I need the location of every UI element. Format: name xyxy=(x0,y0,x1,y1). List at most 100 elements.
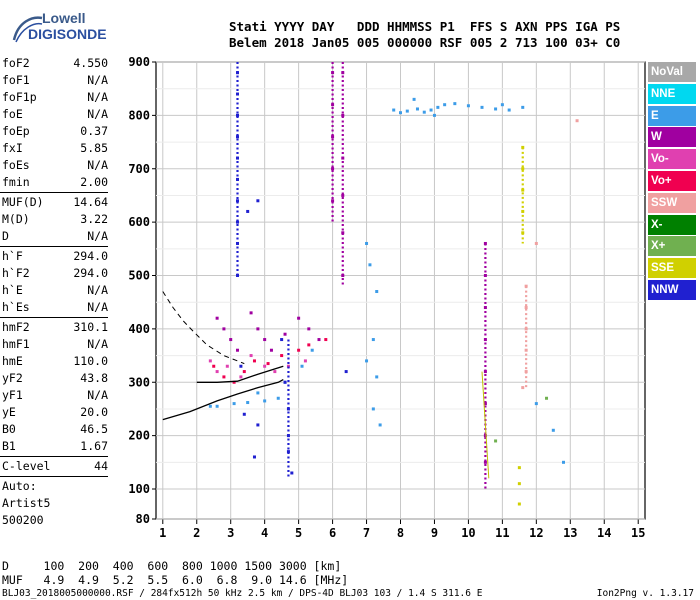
data-point-e xyxy=(500,103,504,107)
param-row: h`Es N/A xyxy=(0,299,112,316)
data-point-nnw xyxy=(256,423,260,427)
data-point-nnw xyxy=(236,113,239,117)
param-label: h`F xyxy=(2,249,23,263)
legend: NoVal NNE E W Vo- Vo+ SSW X- X+ SSE NNW xyxy=(648,62,696,302)
data-point-nnw xyxy=(280,338,284,342)
data-point-w xyxy=(483,370,487,374)
header-values: Belem 2018 Jan05 005 000000 RSF 005 2 71… xyxy=(229,35,621,50)
data-point-ssw xyxy=(524,370,528,374)
data-point-nnw xyxy=(236,135,239,139)
param-label: D xyxy=(2,229,9,243)
data-point-sse xyxy=(521,167,525,171)
param-label: hmE xyxy=(2,354,23,368)
param-value: 2.00 xyxy=(80,175,108,189)
x-tick-label: 11 xyxy=(495,526,509,540)
data-point-vo- xyxy=(307,343,311,347)
param-value: 14.64 xyxy=(73,195,108,209)
param-label: foF1 xyxy=(2,73,30,87)
param-label: h`E xyxy=(2,283,23,297)
y-tick-label: 600 xyxy=(128,215,150,229)
y-tick-label: 900 xyxy=(128,55,150,69)
ionogram-plot: 1 2 3 4 5 6 7 8 9 10 11 12 13 14 158010020030040050060… xyxy=(128,55,646,540)
data-point-vo- xyxy=(252,359,256,363)
legend-item-nne: NNE xyxy=(648,83,696,104)
data-point-e xyxy=(208,404,212,408)
data-point-e xyxy=(399,111,402,115)
auto-scaling-line1: Auto: xyxy=(2,479,37,493)
data-point-ssw xyxy=(524,327,528,331)
y-tick-label: 80 xyxy=(136,512,150,526)
param-value: 4.550 xyxy=(73,56,108,70)
x-tick-label: 7 xyxy=(363,526,370,540)
param-value: 43.8 xyxy=(80,371,108,385)
data-point-w xyxy=(269,348,273,352)
param-row: foE N/A xyxy=(0,106,112,123)
auto-scaling-line2: Artist5 xyxy=(2,496,51,510)
param-row: foEs N/A xyxy=(0,157,112,174)
legend-item-w: W xyxy=(648,127,696,148)
data-point-e xyxy=(371,338,375,342)
param-separator xyxy=(0,192,108,193)
data-point-e xyxy=(507,108,511,112)
data-point-w xyxy=(297,316,301,320)
param-row: foEp 0.37 xyxy=(0,123,112,140)
param-row: B0 46.5 xyxy=(0,421,112,438)
digisonde-logo: Lowell DIGISONDE xyxy=(6,6,156,46)
param-label: MUF(D) xyxy=(2,195,44,209)
data-point-nnw xyxy=(239,364,243,368)
param-label: M(D) xyxy=(2,212,30,226)
x-tick-label: 1 xyxy=(159,526,166,540)
param-value: 46.5 xyxy=(80,422,108,436)
data-point-ssw xyxy=(524,306,528,310)
data-point-e xyxy=(412,97,416,101)
data-point-nnw xyxy=(242,412,246,416)
param-row: hmF2 310.1 xyxy=(0,319,112,336)
data-point-e xyxy=(453,102,457,106)
data-point-e xyxy=(436,105,440,109)
param-value: 110.0 xyxy=(73,354,108,368)
data-point-e xyxy=(310,348,314,352)
y-tick-label: 400 xyxy=(128,322,150,336)
data-point-nnw xyxy=(286,450,290,454)
data-point-sse xyxy=(521,188,525,192)
virtual-height-trace xyxy=(162,379,284,421)
x-tick-label: 13 xyxy=(563,526,577,540)
data-point-vo- xyxy=(263,364,267,368)
data-point-ssw xyxy=(575,119,579,123)
data-point-vo- xyxy=(242,370,246,374)
param-value: 5.85 xyxy=(80,141,108,155)
data-point-vo- xyxy=(273,370,277,374)
data-point-nnw xyxy=(252,455,256,459)
spike-trace xyxy=(481,371,490,479)
param-value: N/A xyxy=(87,283,108,297)
param-value: 20.0 xyxy=(80,405,108,419)
legend-item-ssw: SSW xyxy=(648,192,696,213)
data-point-e xyxy=(276,396,280,400)
param-label: yF1 xyxy=(2,388,23,402)
param-row: D N/A xyxy=(0,228,112,245)
data-point-vo- xyxy=(280,354,284,358)
param-value: 1.67 xyxy=(80,439,108,453)
data-point-vo- xyxy=(249,354,253,358)
profile-trace xyxy=(162,291,245,365)
data-point-vo- xyxy=(297,348,301,352)
legend-item-x-: X+ xyxy=(648,236,696,257)
data-point-w xyxy=(483,402,487,406)
param-row: MUF(D) 14.64 xyxy=(0,194,112,211)
data-point-w xyxy=(215,316,219,320)
data-point-vo- xyxy=(215,370,219,374)
param-row: yF2 43.8 xyxy=(0,370,112,387)
data-point-vo- xyxy=(286,364,290,368)
data-point-sse xyxy=(521,231,525,235)
data-point-w xyxy=(341,193,345,197)
data-point-w xyxy=(317,338,321,342)
x-tick-label: 6 xyxy=(329,526,336,540)
y-tick-label: 100 xyxy=(128,482,150,496)
data-point-e xyxy=(551,428,555,432)
data-point-w xyxy=(229,338,233,342)
virtual-height-trace-2 xyxy=(196,365,284,383)
x-tick-label: 14 xyxy=(597,526,611,540)
data-point-vo- xyxy=(208,359,212,363)
distance-row: D 100 200 400 600 800 1000 1500 3000 [km… xyxy=(2,559,342,573)
param-label: fxI xyxy=(2,141,23,155)
